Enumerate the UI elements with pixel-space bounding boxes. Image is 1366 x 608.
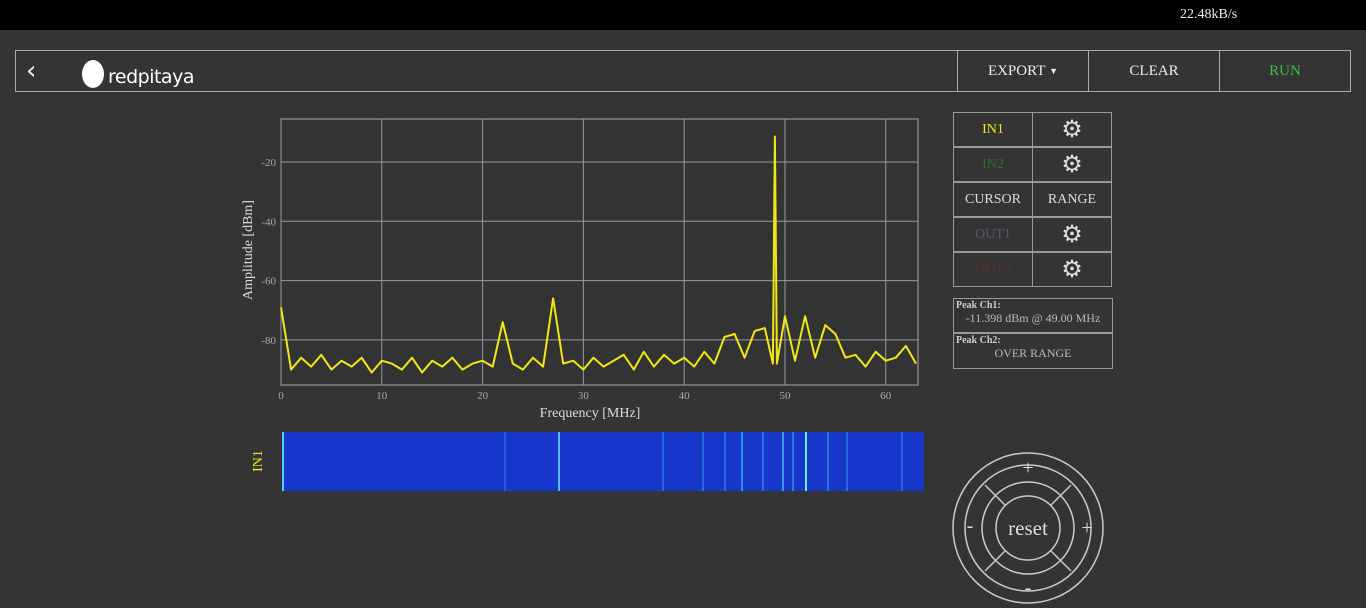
peak-value: -11.398 dBm @ 49.00 MHz bbox=[965, 311, 1101, 325]
in1-settings[interactable]: ⚙ bbox=[1032, 112, 1112, 147]
status-bar bbox=[0, 0, 1366, 30]
zoom-left[interactable]: - bbox=[967, 515, 974, 537]
back-button[interactable]: ‹ bbox=[26, 56, 37, 86]
run-button[interactable]: RUN bbox=[1219, 50, 1350, 92]
caret: ▼ bbox=[1049, 66, 1059, 76]
waterfall-label: IN1 bbox=[251, 450, 266, 472]
y-tick-label: -20 bbox=[261, 157, 276, 169]
cursor-button[interactable]: CURSOR bbox=[953, 182, 1033, 217]
waterfall bbox=[282, 432, 924, 491]
zoom-down[interactable]: - bbox=[1025, 577, 1032, 599]
spectrum-line bbox=[280, 135, 917, 374]
header bbox=[15, 50, 1351, 92]
zoom-up[interactable]: + bbox=[1022, 457, 1033, 479]
button-label: EXPORT bbox=[987, 62, 1046, 79]
y-tick-label: -80 bbox=[261, 335, 276, 347]
data-rate: 22.48kB/s bbox=[1180, 7, 1238, 22]
x-tick-label: 10 bbox=[376, 390, 388, 402]
logo-icon bbox=[82, 60, 104, 88]
in2-button[interactable]: IN2 bbox=[953, 147, 1033, 182]
zoom-right[interactable]: + bbox=[1081, 517, 1092, 539]
plot-area bbox=[280, 118, 919, 386]
clear-button[interactable]: CLEAR bbox=[1088, 50, 1219, 92]
x-tick-label: 20 bbox=[477, 390, 489, 402]
y-axis-label: Amplitude [dBm] bbox=[241, 200, 256, 300]
peak-label: Peak Ch2: bbox=[956, 335, 1001, 346]
y-tick-label: -40 bbox=[261, 216, 276, 228]
export-button[interactable]: EXPORT ▼ bbox=[957, 50, 1088, 92]
out1-button[interactable]: OUT1 bbox=[953, 217, 1033, 252]
peak-label: Peak Ch1: bbox=[956, 300, 1001, 311]
in2-settings[interactable]: ⚙ bbox=[1032, 147, 1112, 182]
out2-button[interactable]: OUT2 bbox=[953, 252, 1033, 287]
peak-ch2: Peak Ch2: OVER RANGE bbox=[953, 333, 1113, 369]
peak-value: OVER RANGE bbox=[994, 346, 1072, 360]
x-tick-label: 50 bbox=[779, 390, 791, 402]
zoom-control[interactable] bbox=[952, 452, 1104, 604]
x-tick-label: 60 bbox=[880, 390, 892, 402]
zoom-reset[interactable]: reset bbox=[1008, 516, 1048, 540]
x-axis-label: Frequency [MHz] bbox=[540, 406, 641, 421]
y-tick-label: -60 bbox=[261, 276, 276, 288]
range-button[interactable]: RANGE bbox=[1032, 182, 1112, 217]
in1-button[interactable]: IN1 bbox=[953, 112, 1033, 147]
x-tick-label: 30 bbox=[578, 390, 590, 402]
x-tick-label: 40 bbox=[679, 390, 691, 402]
peak-ch1: Peak Ch1: -11.398 dBm @ 49.00 MHz bbox=[953, 298, 1113, 333]
out1-settings[interactable]: ⚙ bbox=[1032, 217, 1112, 252]
out2-settings[interactable]: ⚙ bbox=[1032, 252, 1112, 287]
logo: redpitaya bbox=[108, 66, 194, 88]
x-tick-label: 0 bbox=[278, 390, 284, 402]
